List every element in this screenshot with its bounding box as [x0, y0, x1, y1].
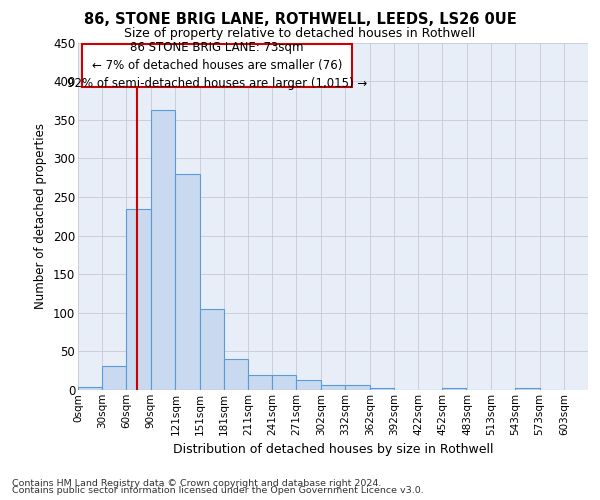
Bar [442, 388, 466, 390]
Bar [346, 386, 370, 390]
Text: Contains public sector information licensed under the Open Government Licence v3: Contains public sector information licen… [12, 486, 424, 495]
Y-axis label: Number of detached properties: Number of detached properties [34, 123, 47, 309]
Bar [200, 309, 224, 390]
Text: 86 STONE BRIG LANE: 73sqm
← 7% of detached houses are smaller (76)
92% of semi-d: 86 STONE BRIG LANE: 73sqm ← 7% of detach… [67, 41, 367, 90]
Text: 86, STONE BRIG LANE, ROTHWELL, LEEDS, LS26 0UE: 86, STONE BRIG LANE, ROTHWELL, LEEDS, LS… [83, 12, 517, 28]
Bar [272, 374, 296, 390]
Bar [151, 110, 175, 390]
Bar [515, 388, 539, 390]
Text: Contains HM Land Registry data © Crown copyright and database right 2024.: Contains HM Land Registry data © Crown c… [12, 478, 382, 488]
Bar [78, 387, 102, 390]
Bar [248, 374, 272, 390]
Bar [102, 366, 127, 390]
Bar [370, 388, 394, 390]
Bar [296, 380, 320, 390]
X-axis label: Distribution of detached houses by size in Rothwell: Distribution of detached houses by size … [173, 443, 493, 456]
FancyBboxPatch shape [82, 44, 352, 86]
Bar [322, 386, 346, 390]
Bar [224, 359, 248, 390]
Bar [127, 208, 151, 390]
Bar [175, 174, 200, 390]
Text: Size of property relative to detached houses in Rothwell: Size of property relative to detached ho… [124, 28, 476, 40]
